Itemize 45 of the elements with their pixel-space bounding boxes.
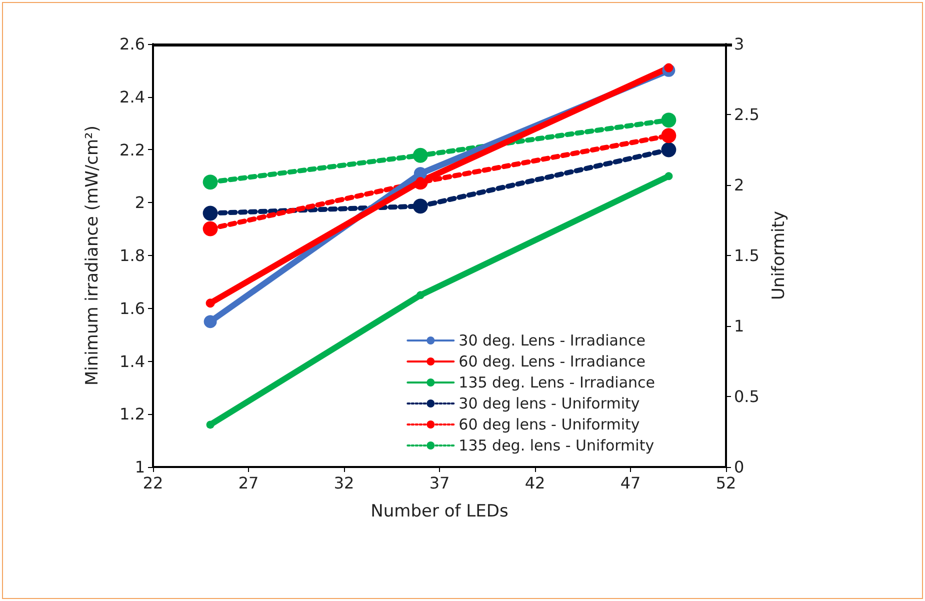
y2-axis-title: Uniformity — [768, 210, 789, 300]
point — [661, 112, 676, 128]
x-tick-label: 47 — [620, 474, 641, 492]
x-tick-label: 37 — [429, 474, 450, 492]
y-tick-label: 1 — [134, 458, 145, 476]
point — [661, 128, 676, 144]
y-tick-label: 2.6 — [120, 34, 145, 54]
point — [206, 298, 215, 308]
legend-label: 60 deg lens - Uniformity — [458, 416, 640, 434]
legend-label: 135 deg. lens - Uniformity — [458, 436, 654, 454]
y-tick-label: 2.2 — [120, 140, 145, 160]
legend-label: 30 deg. Lens - Irradiance — [458, 332, 646, 350]
y-tick-label: 2.4 — [120, 87, 145, 106]
y2-tick-label: 1.5 — [734, 246, 760, 265]
point — [204, 315, 217, 328]
x-tick-label: 32 — [334, 474, 354, 492]
y2-tick-label: 1 — [734, 316, 744, 336]
y-tick-label: 1.4 — [120, 352, 145, 371]
x-tick-label: 42 — [524, 474, 546, 492]
y-tick-label: 1.2 — [120, 404, 145, 424]
point — [202, 221, 218, 236]
y2-tick-label: 2 — [734, 176, 744, 194]
legend-label: 135 deg. Lens - Irradiance — [458, 374, 656, 392]
y-tick-label: 1.6 — [120, 298, 145, 318]
y2-tick-label: 2.5 — [734, 105, 760, 124]
x-axis-title: Number of LEDs — [370, 502, 508, 522]
y2-tick-label: 0 — [734, 458, 744, 476]
x-tick-label: 52 — [716, 474, 736, 492]
point — [206, 420, 214, 429]
point — [412, 198, 428, 214]
x-tick-label: 27 — [238, 474, 259, 492]
x-tick-label: 22 — [142, 474, 164, 492]
legend-label: 30 deg lens - Uniformity — [458, 394, 640, 412]
y-tick-label: 1.8 — [120, 246, 145, 265]
y2-tick-label: 3 — [734, 34, 744, 54]
y-tick-label: 2 — [134, 193, 145, 212]
point — [202, 174, 218, 190]
y-axis-title: Minimum irradiance (mW/cm²) — [82, 125, 102, 386]
legend-label: 60 deg. Lens - Irradiance — [458, 352, 646, 370]
point — [202, 206, 218, 221]
point — [664, 172, 673, 180]
point — [416, 291, 424, 300]
point — [661, 142, 676, 158]
y2-tick-label: 0.5 — [734, 387, 760, 406]
point — [412, 148, 428, 163]
